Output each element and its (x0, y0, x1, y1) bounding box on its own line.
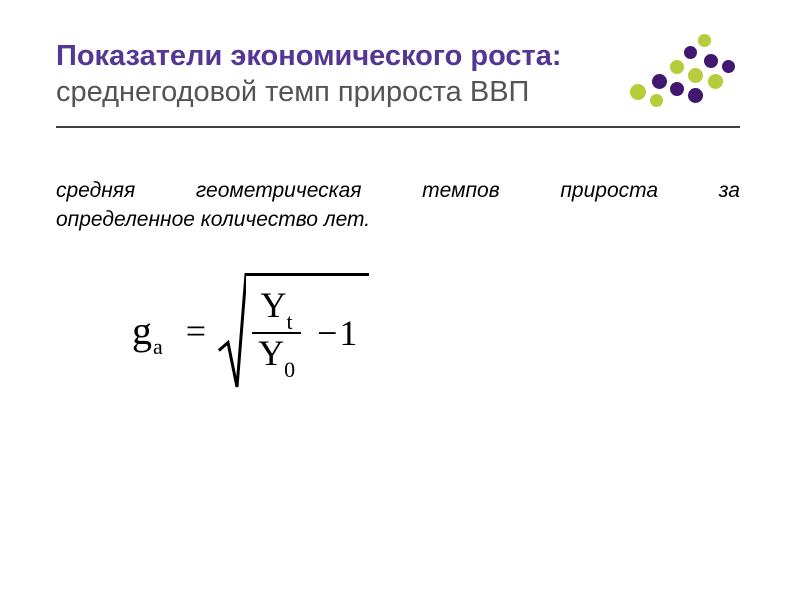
logo-dot (704, 54, 718, 68)
logo-dot (688, 88, 703, 103)
formula-lhs: g a (132, 307, 162, 354)
title-block: Показатели экономического роста: среднег… (56, 38, 620, 111)
den-sub: 0 (284, 357, 295, 382)
fraction-denominator: Y0 (252, 334, 301, 380)
body-word: прироста (560, 176, 658, 205)
num-sub: t (287, 309, 293, 334)
logo-dot (652, 74, 667, 89)
fraction-numerator: Yt (255, 286, 299, 332)
logo-dot (698, 34, 711, 47)
logo-dot (670, 82, 684, 96)
logo-dot (650, 94, 663, 107)
formula-var-g: g (132, 307, 152, 354)
body-word: темпов (422, 176, 500, 205)
logo-dot (630, 84, 646, 100)
body-text: средняя геометрическая темпов прироста за оп… (56, 176, 740, 235)
title-divider (56, 126, 740, 128)
logo-dot-grid (620, 26, 740, 116)
logo-dot (684, 46, 697, 59)
den-var: Y (258, 333, 284, 373)
body-word: средняя (56, 176, 135, 205)
title-row: Показатели экономического роста: среднег… (56, 38, 740, 116)
radical-body: Yt Y0 −1 (246, 273, 369, 389)
formula-fraction: Yt Y0 (252, 286, 301, 381)
logo-dot (688, 68, 703, 83)
formula-equals: = (186, 310, 206, 352)
formula-sub-a: a (153, 334, 163, 360)
title-line2: среднегодовой темп прироста ВВП (56, 74, 610, 110)
title-line1: Показатели экономического роста: (56, 38, 610, 74)
body-line2: определенное количество лет. (56, 205, 740, 234)
body-word: за (719, 176, 740, 205)
logo-dot (722, 60, 735, 73)
num-var: Y (261, 285, 287, 325)
logo-dot (670, 60, 684, 74)
formula: g a = Yt Y0 −1 (132, 273, 740, 389)
body-line1-justified: средняя геометрическая темпов прироста за (56, 176, 740, 205)
body-word: геометрическая (196, 176, 362, 205)
logo-dot (708, 74, 723, 89)
radical-tail (218, 273, 246, 389)
formula-minus-one: −1 (317, 312, 359, 354)
slide-container: Показатели экономического роста: среднег… (0, 0, 800, 600)
formula-root: Yt Y0 −1 (218, 273, 369, 389)
